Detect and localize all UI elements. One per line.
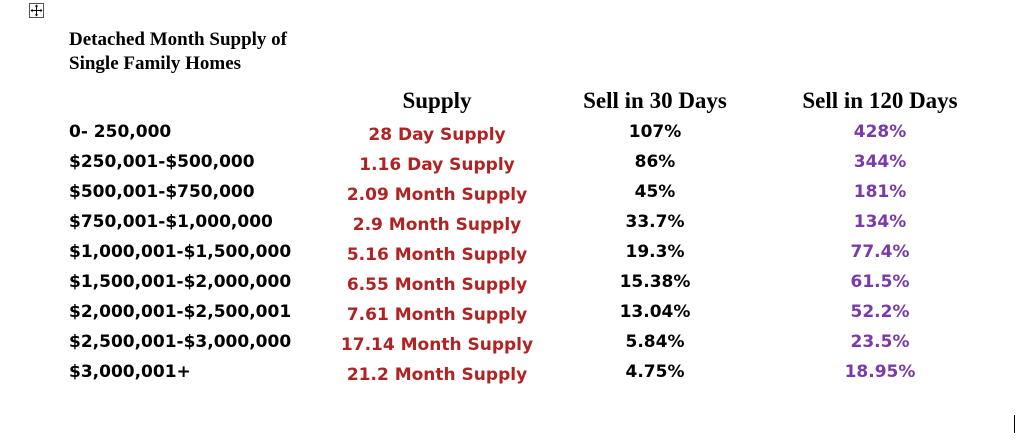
sell-120-days-cell: 428% <box>853 122 907 142</box>
header-sell-120-days: Sell in 120 Days <box>802 88 958 113</box>
supply-cell: 1.16 Day Supply <box>359 155 515 175</box>
supply-cell: 7.61 Month Supply <box>346 305 528 325</box>
sell-30-days-cell: 4.75% <box>625 362 685 382</box>
table-row: $2,500,001-$3,000,000 17.14 Month Supply… <box>0 330 1024 360</box>
header-sell-30-days: Sell in 30 Days <box>583 88 727 113</box>
table-row: $250,001-$500,000 1.16 Day Supply 86% 34… <box>0 150 1024 180</box>
title-line-1: Detached Month Supply of <box>69 29 287 50</box>
supply-cell: 2.09 Month Supply <box>346 185 528 205</box>
title-line-2: Single Family Homes <box>69 53 242 74</box>
price-range-cell: 0- 250,000 <box>69 122 172 142</box>
supply-cell: 17.14 Month Supply <box>340 335 534 355</box>
table-row: $500,001-$750,000 2.09 Month Supply 45% … <box>0 180 1024 210</box>
price-range-cell: $2,500,001-$3,000,000 <box>69 332 292 352</box>
price-range-cell: $2,000,001-$2,500,001 <box>69 302 292 322</box>
supply-cell: 28 Day Supply <box>368 125 506 145</box>
sell-30-days-cell: 15.38% <box>619 272 691 292</box>
supply-cell: 21.2 Month Supply <box>346 365 528 385</box>
price-range-cell: $3,000,001+ <box>69 362 191 382</box>
table-row: $3,000,001+ 21.2 Month Supply 4.75% 18.9… <box>0 360 1024 390</box>
sell-120-days-cell: 181% <box>853 182 907 202</box>
price-range-cell: $250,001-$500,000 <box>69 152 255 172</box>
move-icon[interactable] <box>29 3 44 18</box>
sell-120-days-cell: 18.95% <box>844 362 916 382</box>
sell-120-days-cell: 77.4% <box>850 242 910 262</box>
price-range-cell: $500,001-$750,000 <box>69 182 255 202</box>
sell-30-days-cell: 45% <box>634 182 676 202</box>
price-range-cell: $1,000,001-$1,500,000 <box>69 242 292 262</box>
sell-120-days-cell: 23.5% <box>850 332 910 352</box>
supply-cell: 5.16 Month Supply <box>346 245 528 265</box>
sell-30-days-cell: 107% <box>628 122 682 142</box>
sell-30-days-cell: 13.04% <box>619 302 691 322</box>
table-row: $1,000,001-$1,500,000 5.16 Month Supply … <box>0 240 1024 270</box>
price-range-cell: $750,001-$1,000,000 <box>69 212 273 232</box>
table-row: 0- 250,000 28 Day Supply 107% 428% <box>0 120 1024 150</box>
sell-120-days-cell: 344% <box>853 152 907 172</box>
sell-120-days-cell: 52.2% <box>850 302 910 322</box>
table-row: $750,001-$1,000,000 2.9 Month Supply 33.… <box>0 210 1024 240</box>
sell-120-days-cell: 61.5% <box>850 272 910 292</box>
header-supply: Supply <box>402 88 472 113</box>
table-row: $2,000,001-$2,500,001 7.61 Month Supply … <box>0 300 1024 330</box>
sell-30-days-cell: 5.84% <box>625 332 685 352</box>
price-range-cell: $1,500,001-$2,000,000 <box>69 272 292 292</box>
text-cursor <box>1014 415 1015 433</box>
sell-30-days-cell: 86% <box>634 152 676 172</box>
supply-cell: 6.55 Month Supply <box>346 275 528 295</box>
supply-table: 0- 250,000 28 Day Supply 107% 428% $250,… <box>0 120 1024 390</box>
supply-cell: 2.9 Month Supply <box>352 215 522 235</box>
table-row: $1,500,001-$2,000,000 6.55 Month Supply … <box>0 270 1024 300</box>
sell-30-days-cell: 19.3% <box>625 242 685 262</box>
sell-120-days-cell: 134% <box>853 212 907 232</box>
sell-30-days-cell: 33.7% <box>625 212 685 232</box>
page-title: Detached Month Supply of Single Family H… <box>69 28 287 76</box>
